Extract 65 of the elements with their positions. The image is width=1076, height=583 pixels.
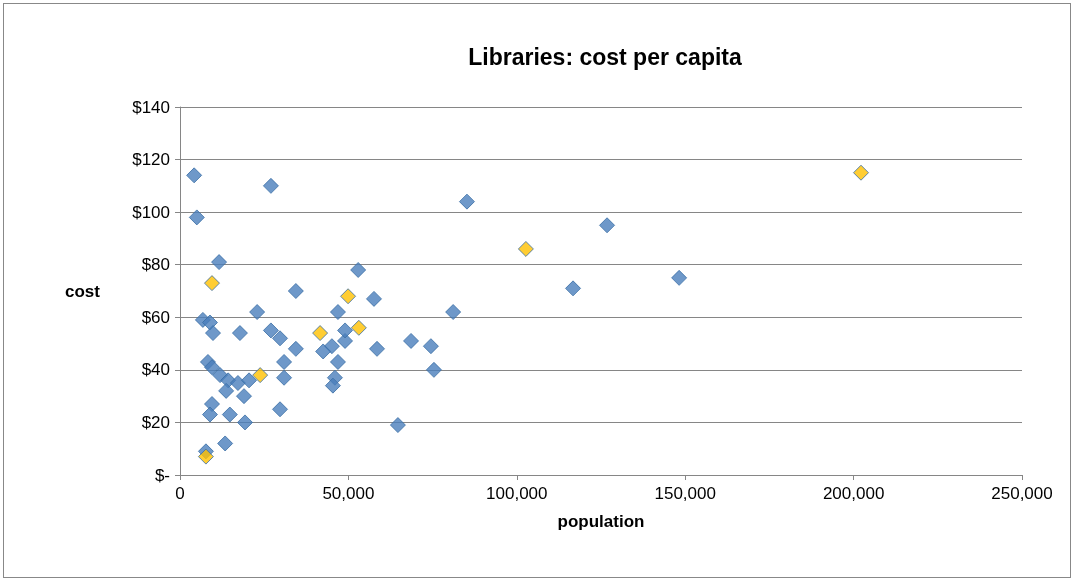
y-tick-label: $100: [132, 202, 170, 222]
x-axis-title: population: [557, 512, 645, 531]
point: [599, 217, 616, 234]
x-tick-label: 250,000: [991, 484, 1053, 503]
point: [671, 269, 688, 286]
point: [425, 361, 442, 378]
point: [205, 325, 222, 342]
point: [211, 254, 228, 271]
point: [329, 304, 346, 321]
point: [403, 332, 420, 349]
point: [241, 372, 258, 389]
point: [366, 290, 382, 307]
y-tick-label: $20: [141, 412, 170, 432]
point: [231, 325, 248, 342]
point: [197, 448, 214, 465]
point: [517, 240, 534, 257]
point: [249, 304, 266, 321]
point: [350, 261, 367, 278]
point: [272, 330, 289, 347]
x-tick-label: 50,000: [322, 484, 375, 503]
y-axis-title: cost: [65, 281, 101, 301]
y-tick-label: $-: [154, 465, 170, 485]
point: [422, 338, 439, 355]
x-tick-label: 150,000: [654, 484, 716, 503]
point: [262, 177, 279, 194]
x-tick-label: 200,000: [822, 484, 885, 503]
point: [369, 340, 386, 357]
point: [229, 375, 246, 391]
point: [235, 388, 252, 405]
point: [204, 275, 220, 292]
point: [262, 322, 279, 339]
point: [312, 325, 329, 342]
point: [276, 353, 293, 370]
point: [565, 280, 582, 297]
y-tick-label: $140: [132, 97, 170, 117]
point: [252, 367, 269, 384]
x-tick-label: 100,000: [486, 484, 548, 503]
point: [458, 193, 475, 210]
point: [389, 417, 406, 434]
point: [329, 353, 346, 370]
point: [188, 209, 205, 226]
point: [276, 369, 293, 386]
y-tick-label: $40: [141, 360, 170, 380]
point: [315, 343, 332, 360]
x-tick-label: 0: [175, 484, 185, 503]
point: [340, 288, 357, 305]
point: [201, 406, 218, 423]
point: [287, 340, 304, 357]
point: [272, 401, 289, 418]
y-tick-label: $80: [141, 255, 170, 275]
point: [221, 406, 238, 423]
point: [186, 167, 203, 184]
point: [445, 304, 462, 321]
point: [337, 322, 354, 339]
y-tick-label: $120: [132, 150, 170, 170]
point: [324, 377, 341, 394]
point: [853, 164, 870, 181]
point: [217, 435, 234, 452]
y-tick-label: $60: [141, 307, 170, 327]
point: [204, 359, 220, 376]
point: [287, 283, 304, 299]
point: [237, 414, 253, 431]
point: [218, 382, 235, 399]
point: [350, 319, 367, 336]
chart-title: Libraries: cost per capita: [468, 43, 742, 70]
